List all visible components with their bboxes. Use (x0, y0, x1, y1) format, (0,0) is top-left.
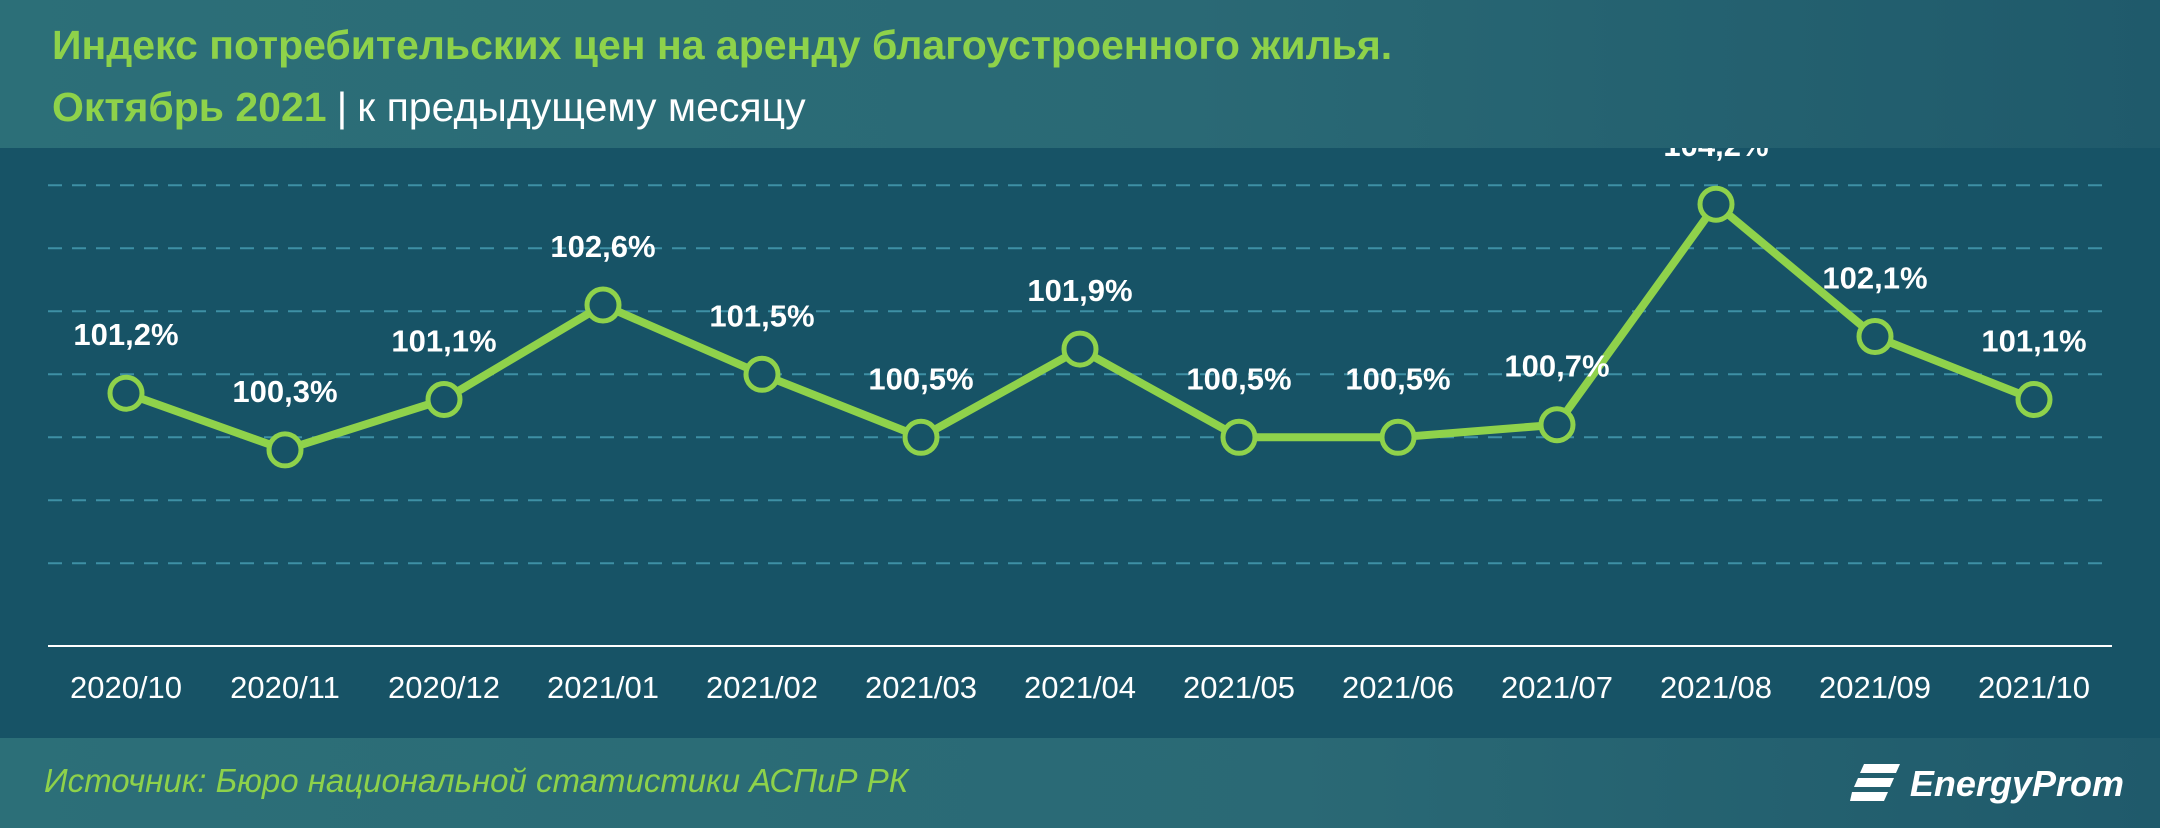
data-point-2021/09 (1856, 318, 1894, 355)
header: Индекс потребительских цен на аренду бла… (0, 0, 2160, 148)
data-point-2020/12 (425, 381, 463, 418)
chart-subtitle: Октябрь 2021 | к предыдущему месяцу (52, 84, 806, 131)
data-point-2021/07 (1538, 406, 1576, 444)
data-point-2021/06 (1379, 418, 1417, 456)
data-point-2021/10 (2015, 381, 2053, 418)
data-label: 100,7% (1504, 349, 1609, 384)
x-tick-label: 2021/02 (706, 670, 818, 705)
x-tick-label: 2021/04 (1024, 670, 1136, 705)
data-point-2020/10 (107, 374, 145, 412)
data-label: 100,5% (1345, 361, 1450, 396)
x-tick-label: 2021/01 (547, 670, 659, 705)
x-tick-label: 2020/10 (70, 670, 182, 705)
data-label: 101,1% (1981, 324, 2086, 359)
data-label: 102,1% (1822, 261, 1927, 296)
data-label: 101,1% (391, 324, 496, 359)
data-label: 100,3% (232, 374, 337, 409)
x-tick-label: 2020/12 (388, 670, 500, 705)
data-label: 100,5% (868, 361, 973, 396)
x-tick-label: 2021/07 (1501, 670, 1613, 705)
x-tick-label: 2020/11 (230, 670, 340, 705)
brand: EnergyProm (1849, 756, 2124, 812)
data-label: 101,2% (73, 317, 178, 352)
data-point-2021/02 (743, 355, 781, 393)
data-label: 100,5% (1186, 361, 1291, 396)
footer: Источник: Бюро национальной статистики А… (0, 738, 2160, 828)
data-point-2021/03 (902, 418, 940, 456)
x-tick-label: 2021/05 (1183, 670, 1295, 705)
period-label: Октябрь 2021 (52, 84, 327, 130)
data-point-2021/01 (584, 286, 622, 324)
data-point-2020/11 (266, 431, 304, 469)
data-point-2021/05 (1220, 418, 1258, 456)
data-label: 104,2% (1663, 148, 1768, 163)
subtitle-separator: | (336, 84, 348, 130)
subtitle-text: к предыдущему месяцу (357, 84, 806, 130)
brand-name: EnergyProm (1909, 763, 2124, 804)
data-label: 102,6% (550, 229, 655, 264)
data-label: 101,9% (1027, 273, 1132, 308)
data-label: 101,5% (709, 298, 814, 333)
chart-title: Индекс потребительских цен на аренду бла… (52, 22, 1393, 68)
energyprom-logo-icon (1849, 764, 1900, 801)
plot-area: 101,2% 100,3% 101,1% 102,6% 101,5% 100,5% 101,… (0, 148, 2160, 738)
x-tick-label: 2021/09 (1819, 670, 1931, 705)
data-point-2021/08 (1697, 185, 1735, 223)
source-note: Источник: Бюро национальной статистики А… (44, 762, 909, 799)
data-point-2021/04 (1061, 330, 1099, 368)
line-chart: 101,2% 100,3% 101,1% 102,6% 101,5% 100,5% 101,… (48, 148, 2112, 705)
x-tick-label: 2021/08 (1660, 670, 1772, 705)
x-tick-label: 2021/03 (865, 670, 977, 705)
x-tick-label: 2021/06 (1342, 670, 1454, 705)
x-tick-label: 2021/10 (1978, 670, 2090, 705)
